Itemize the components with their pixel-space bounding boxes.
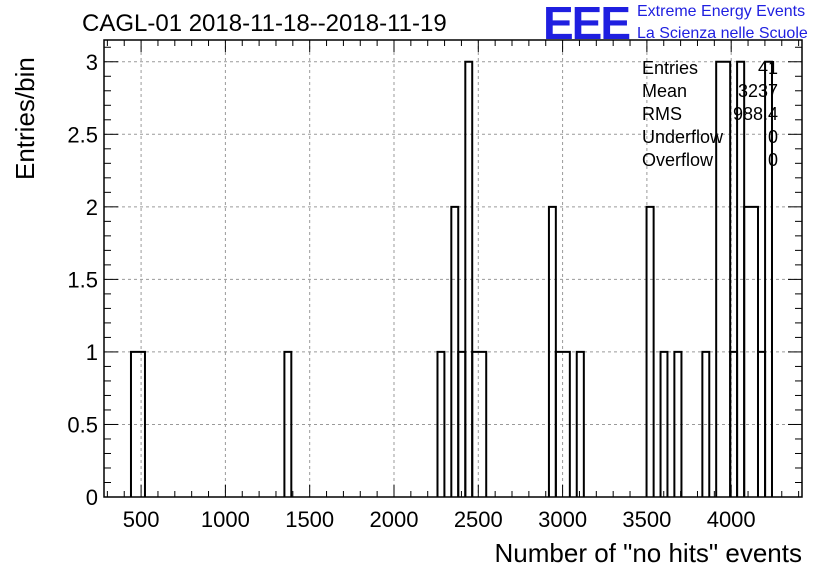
histogram-bin: [645, 205, 655, 497]
histogram-bin: [554, 350, 571, 497]
stats-value: 3237: [737, 81, 778, 101]
stats-key: Entries: [642, 58, 699, 78]
x-tick-labels: 500 1000 1500 2000 2500 3000 3500 4000: [123, 507, 756, 532]
x-tick-label: 3500: [622, 507, 671, 532]
stats-row-mean: Mean 3237: [642, 81, 780, 104]
y-tick-label: 2: [86, 195, 98, 220]
stats-row-entries: Entries 41: [642, 58, 780, 81]
histogram-bin: [701, 350, 711, 497]
histogram-bin: [715, 60, 732, 497]
histogram-bin: [283, 350, 293, 497]
plot-frame: [103, 39, 803, 498]
x-tick-label: 1500: [285, 507, 334, 532]
y-tick-label: 2.5: [67, 122, 98, 147]
x-tick-label: 2000: [370, 507, 419, 532]
histogram-bin: [764, 60, 773, 497]
stats-row-underflow: Underflow 0: [642, 127, 780, 150]
stats-key: Underflow: [642, 127, 724, 147]
histogram-bin: [129, 350, 146, 497]
histogram-bin: [436, 350, 446, 497]
y-tick-label: 1.5: [67, 267, 98, 292]
stats-value: 988.4: [732, 104, 778, 124]
eee-logo: EEE: [543, 0, 631, 49]
x-tick-label: 500: [123, 507, 160, 532]
histogram-bars: [129, 60, 773, 497]
x-tick-label: 2500: [454, 507, 503, 532]
stats-key: Overflow: [642, 150, 714, 170]
x-tick-label: 1000: [201, 507, 250, 532]
y-tick-label: 1: [86, 340, 98, 365]
x-axis-label: Number of "no hits" events: [494, 538, 803, 568]
y-axis-label: Entries/bin: [10, 57, 40, 180]
logo-line-1: Extreme Energy Events: [637, 3, 806, 20]
y-tick-label: 0.5: [67, 412, 98, 437]
histogram-bin: [575, 350, 585, 497]
stats-key: RMS: [642, 104, 682, 124]
y-tick-label: 3: [86, 50, 98, 75]
y-tick-label: 0: [86, 485, 98, 510]
stats-row-rms: RMS 988.4: [642, 104, 780, 127]
stats-value: 0: [767, 150, 778, 170]
stats-value: 41: [757, 58, 778, 78]
x-tick-label: 4000: [707, 507, 756, 532]
histogram-bin: [673, 350, 683, 497]
stats-value: 0: [767, 127, 778, 147]
stats-row-overflow: Overflow 0: [642, 150, 780, 173]
axes: [103, 39, 803, 498]
histogram-bin: [471, 350, 488, 497]
histogram-bin: [659, 350, 669, 497]
x-tick-label: 3000: [538, 507, 587, 532]
y-tick-labels: 0 0.5 1 1.5 2 2.5 3: [67, 50, 98, 510]
stats-key: Mean: [642, 81, 688, 101]
chart-title: CAGL-01 2018-11-18--2018-11-19: [82, 10, 447, 37]
histogram-bin: [464, 60, 474, 497]
stats-box: Entries 41 Mean 3237 RMS 988.4 Underflow…: [642, 58, 780, 173]
logo-line-2: La Scienza nelle Scuole: [637, 25, 808, 42]
